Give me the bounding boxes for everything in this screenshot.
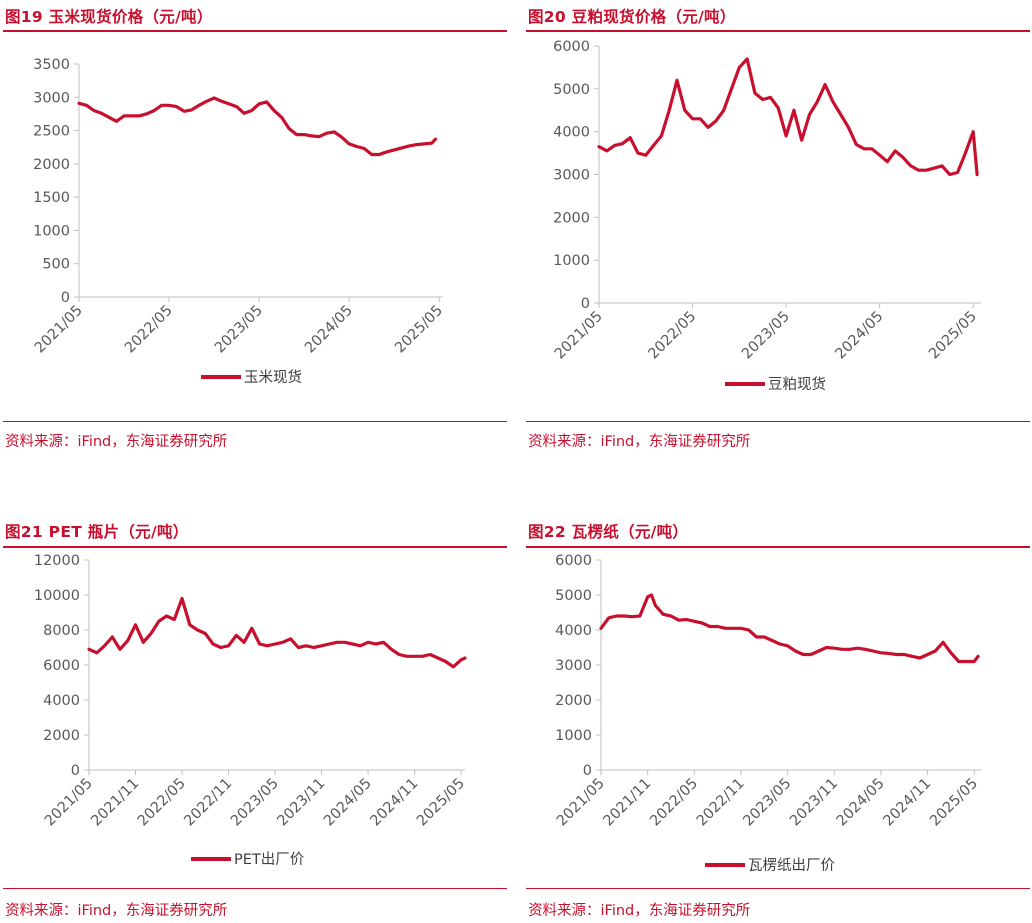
x-tick-label: 2023/11 (274, 776, 328, 830)
y-tick-label: 5000 (553, 82, 590, 98)
y-tick-label: 0 (61, 290, 70, 306)
y-tick-label: 10000 (34, 588, 80, 604)
series-line (599, 593, 980, 664)
chart-title: 图19 玉米现货价格（元/吨） (5, 8, 213, 26)
chart-panel-soymeal: 图20 豆粕现货价格（元/吨） 0 1000 2000 3000 4000 5000 600… (526, 0, 1030, 470)
x-tick-label: 2023/05 (741, 776, 795, 830)
x-tick-label: 2025/05 (414, 776, 468, 830)
source-note: 资料来源：iFind，东海证券研究所 (5, 903, 228, 919)
chart-panel-pet: 图21 PET 瓶片（元/吨） 0 2000 4000 6000 8000 10000 12… (3, 514, 507, 923)
line-chart-soymeal: 0 1000 2000 3000 4000 5000 6000 2021/05 2022/05 2… (552, 39, 981, 393)
y-tick-label: 1500 (33, 190, 70, 206)
chart-panel-corrugated: 图22 瓦楞纸（元/吨） 0 1000 2000 3000 4000 5000 6000 20… (526, 514, 1030, 923)
x-tick-label: 2021/05 (554, 776, 608, 830)
legend-label: 豆粕现货 (768, 376, 826, 393)
y-tick-label: 500 (42, 257, 70, 273)
legend-label: 瓦楞纸出厂价 (748, 857, 835, 874)
x-tick-label: 2022/05 (645, 309, 699, 363)
source-rule (526, 421, 1030, 422)
line-chart-corn: 0 500 1000 1500 2000 2500 3000 3500 2021/05 2022/… (32, 57, 446, 386)
x-tick-label: 2022/05 (122, 303, 176, 357)
title-rule (526, 30, 1030, 32)
x-tick-label: 2022/11 (181, 776, 235, 830)
y-tick-label: 3000 (33, 90, 70, 106)
chart-title: 图20 豆粕现货价格（元/吨） (528, 8, 736, 26)
legend-label: PET出厂价 (234, 851, 305, 868)
y-tick-label: 0 (583, 763, 592, 779)
source-rule (3, 888, 507, 889)
x-tick-label: 2023/05 (739, 309, 793, 363)
x-tick-label: 2024/05 (833, 309, 887, 363)
source-rule (3, 421, 507, 422)
x-tick-label: 2024/05 (321, 776, 375, 830)
x-tick-label: 2022/05 (647, 776, 701, 830)
x-tick-label: 2024/11 (368, 776, 422, 830)
x-tick-label: 2021/05 (32, 303, 86, 357)
chart-title: 图21 PET 瓶片（元/吨） (5, 523, 189, 541)
chart-panel-corn: 图19 玉米现货价格（元/吨） 0 500 1000 1500 2000 2500 3000… (3, 0, 507, 470)
source-note: 资料来源：iFind，东海证券研究所 (528, 434, 751, 450)
y-tick-label: 2000 (555, 693, 592, 709)
x-tick-label: 2022/05 (135, 776, 189, 830)
source-rule (526, 888, 1030, 889)
x-tick-label: 2025/05 (927, 776, 981, 830)
x-tick-label: 2021/05 (552, 309, 606, 363)
y-tick-label: 2000 (33, 157, 70, 173)
y-tick-label: 8000 (43, 623, 80, 639)
y-tick-label: 4000 (43, 693, 80, 709)
title-rule (3, 30, 507, 32)
y-tick-label: 2000 (553, 210, 590, 226)
y-tick-label: 3500 (33, 57, 70, 73)
y-tick-label: 6000 (555, 553, 592, 569)
y-tick-label: 5000 (555, 588, 592, 604)
x-tick-label: 2021/05 (42, 776, 96, 830)
x-tick-label: 2024/05 (302, 303, 356, 357)
y-tick-label: 2500 (33, 124, 70, 140)
y-tick-label: 3000 (553, 168, 590, 184)
y-tick-label: 1000 (555, 728, 592, 744)
legend-label: 玉米现货 (244, 369, 302, 386)
series-line (87, 596, 467, 669)
x-tick-label: 2022/11 (694, 776, 748, 830)
x-tick-label: 2023/05 (212, 303, 266, 357)
title-rule (3, 546, 507, 548)
y-tick-label: 0 (71, 763, 80, 779)
source-note: 资料来源：iFind，东海证券研究所 (528, 903, 751, 919)
series-line (597, 57, 979, 177)
series-line (77, 96, 438, 157)
y-tick-label: 12000 (34, 553, 80, 569)
chart-title: 图22 瓦楞纸（元/吨） (528, 523, 689, 541)
y-tick-label: 2000 (43, 728, 80, 744)
x-tick-label: 2025/05 (926, 309, 980, 363)
x-tick-label: 2024/11 (880, 776, 934, 830)
y-tick-label: 1000 (553, 253, 590, 269)
y-tick-label: 1000 (33, 223, 70, 239)
y-tick-label: 4000 (555, 623, 592, 639)
x-tick-label: 2024/05 (834, 776, 888, 830)
y-tick-label: 6000 (43, 658, 80, 674)
title-rule (526, 546, 1030, 548)
x-tick-label: 2025/05 (392, 303, 446, 357)
y-tick-label: 6000 (553, 39, 590, 55)
y-tick-label: 0 (581, 296, 590, 312)
source-note: 资料来源：iFind，东海证券研究所 (5, 434, 228, 450)
x-tick-label: 2023/05 (228, 776, 282, 830)
y-tick-label: 4000 (553, 125, 590, 141)
line-chart-pet: 0 2000 4000 6000 8000 10000 12000 2021/052021/1… (34, 553, 468, 868)
x-tick-label: 2021/11 (601, 776, 655, 830)
y-tick-label: 3000 (555, 658, 592, 674)
x-tick-label: 2021/11 (88, 776, 142, 830)
x-tick-label: 2023/11 (787, 776, 841, 830)
line-chart-corrugated: 01000200030004000500060002021/052021/112… (554, 553, 982, 874)
